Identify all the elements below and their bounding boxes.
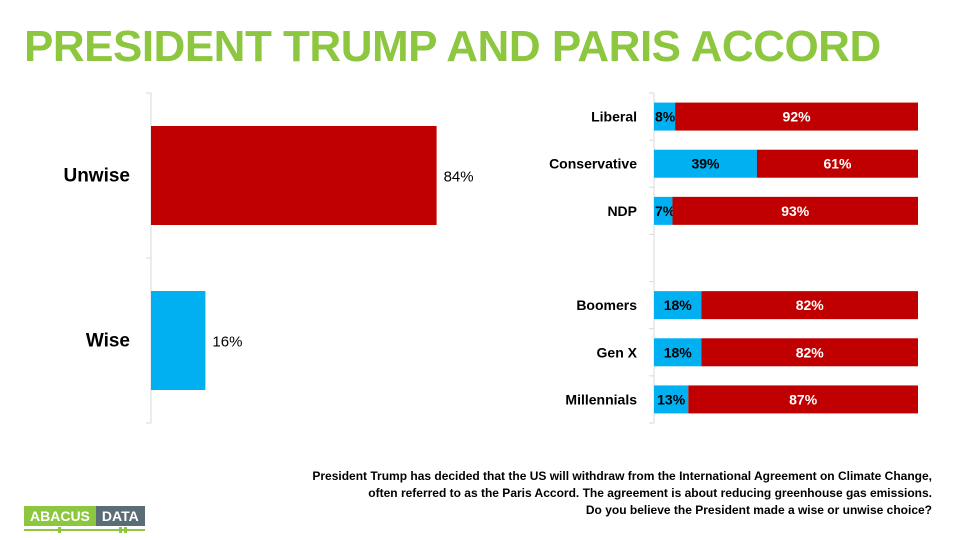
segment-bar-wise — [654, 338, 702, 367]
segment-category-label: Boomers — [576, 297, 637, 313]
segment-value-label: 82% — [796, 297, 825, 313]
footnote-line-3: Do you believe the President made a wise… — [585, 503, 932, 517]
segment-bar-unwise — [701, 291, 918, 320]
segment-category-label: Gen X — [597, 344, 638, 360]
segment-value-label: 92% — [783, 109, 812, 125]
logo-text-data: DATA — [95, 506, 145, 526]
segment-bar-unwise — [688, 385, 918, 414]
overall-category-label: Unwise — [63, 166, 130, 187]
segment-value-label: 13% — [657, 391, 686, 407]
overall-value-label: 84% — [444, 169, 474, 186]
segment-value-label: 39% — [691, 156, 720, 172]
overall-bar-wise — [151, 291, 206, 390]
segment-value-label: 93% — [781, 203, 810, 219]
segment-value-label: 87% — [789, 391, 818, 407]
overall-bar-unwise — [151, 126, 437, 225]
overall-value-label: 16% — [212, 334, 242, 351]
segment-value-label: 8% — [655, 109, 676, 125]
segment-value-label: 61% — [823, 156, 852, 172]
segment-bar-unwise — [756, 149, 918, 178]
segment-bar-unwise — [672, 196, 918, 225]
logo-underline — [24, 527, 145, 533]
segment-category-label: NDP — [607, 203, 637, 219]
segment-bar-unwise — [701, 338, 918, 367]
segment-value-label: 18% — [664, 297, 693, 313]
segment-bar-wise — [654, 102, 676, 131]
segment-value-label: 18% — [664, 344, 693, 360]
logo-text-abacus: ABACUS — [24, 506, 96, 526]
chart-title: PRESIDENT TRUMP AND PARIS ACCORD — [24, 22, 881, 71]
segment-bar-wise — [654, 196, 673, 225]
segment-bar-wise — [654, 291, 702, 320]
segment-category-label: Liberal — [591, 109, 637, 125]
segment-value-label: 82% — [796, 344, 825, 360]
overall-bar-chart: Unwise 84% Wise 16% — [63, 92, 474, 424]
abacus-data-logo: ABACUS DATA — [24, 506, 145, 533]
segment-stacked-bar-chart: Liberal 8% 92% Conservative 39% 61% NDP 7% 93% Bo… — [549, 92, 918, 424]
footnote-line-2: often referred to as the Paris Accord. T… — [368, 486, 932, 500]
segment-bar-wise — [654, 385, 689, 414]
footnote-line-1: President Trump has decided that the US … — [312, 469, 932, 483]
segment-bar-unwise — [675, 102, 918, 131]
segment-bar-wise — [654, 149, 757, 178]
overall-category-label: Wise — [86, 331, 130, 352]
segment-category-label: Conservative — [549, 156, 637, 172]
segment-category-label: Millennials — [565, 391, 637, 407]
segment-value-label: 7% — [655, 203, 676, 219]
question-footnote: President Trump has decided that the US … — [212, 468, 932, 519]
